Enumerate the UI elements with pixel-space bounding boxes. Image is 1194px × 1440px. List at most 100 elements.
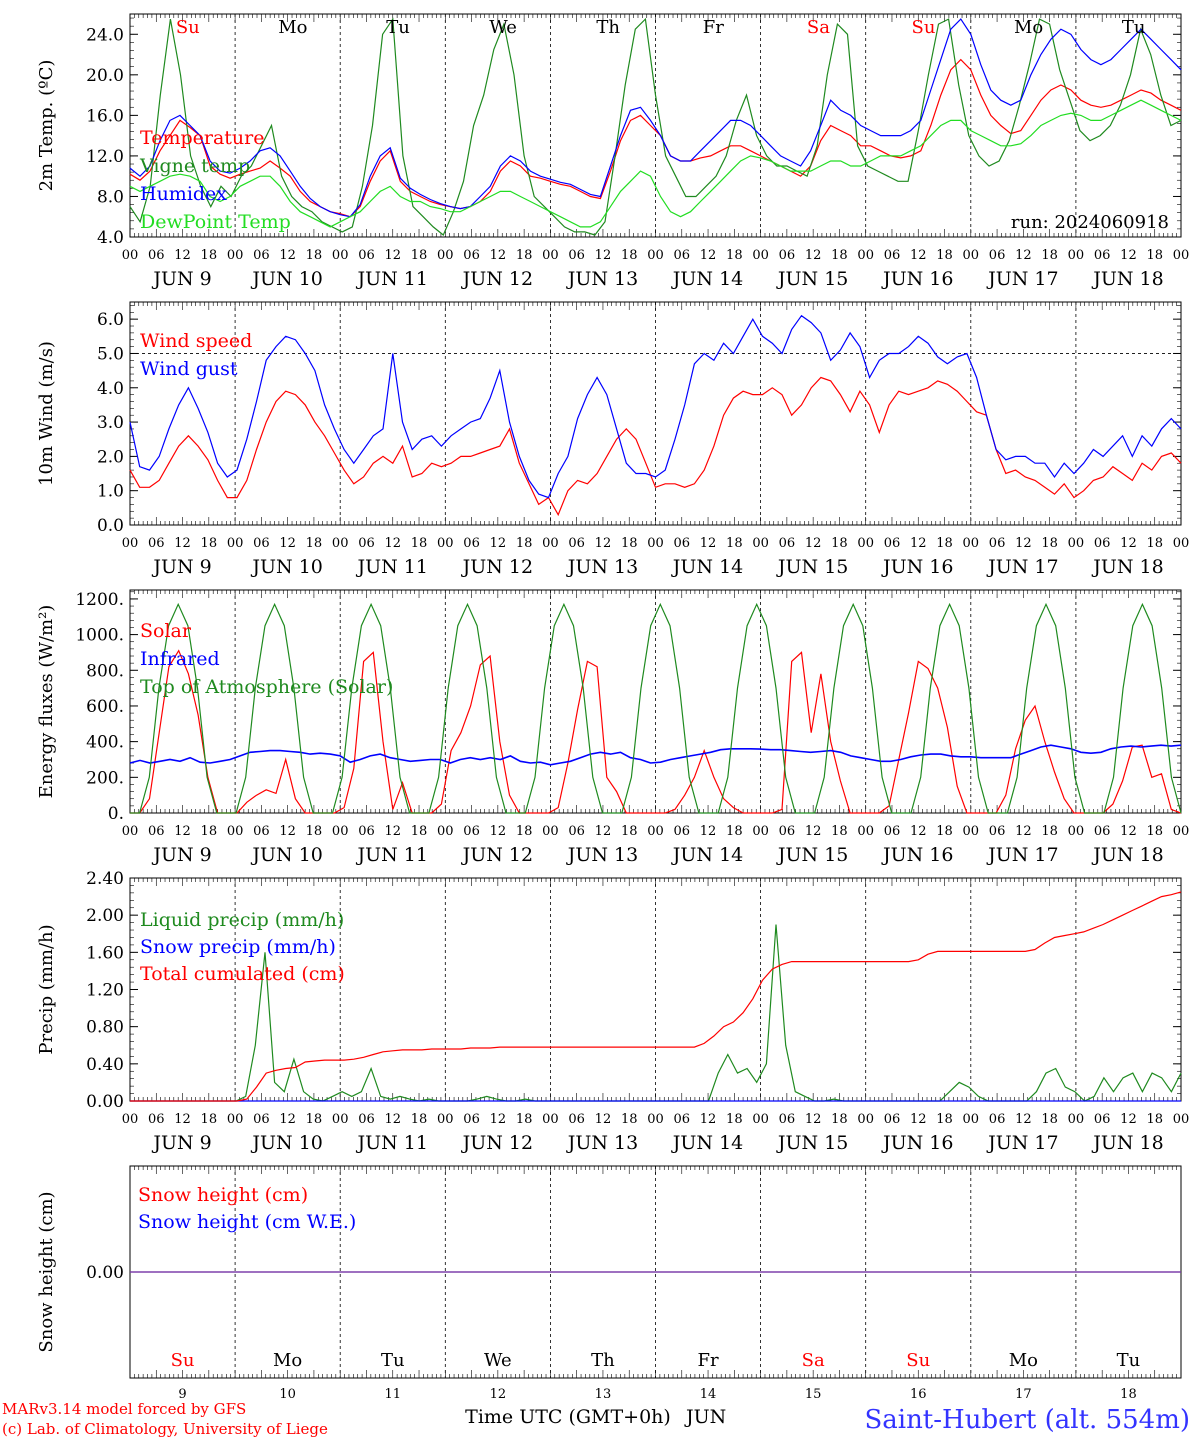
hour-label: 06	[148, 1112, 165, 1127]
hour-label: 18	[1041, 824, 1058, 839]
panel-1: 4.0 8.0 12.0 16.0 20.0 24.0 2m Temp. (ºC) Tempe…	[36, 13, 1189, 290]
y-tick-label: 1000.	[75, 626, 124, 646]
legend-entry: Wind speed	[140, 330, 252, 352]
hour-label: 18	[411, 824, 428, 839]
hour-label: 06	[989, 248, 1006, 263]
hour-label: 18	[306, 536, 323, 551]
panel-3: 0. 200. 400. 600. 800. 1000. 1200. Energy fluxe…	[36, 589, 1189, 866]
hour-label: 12	[1120, 1112, 1137, 1127]
series-line-red	[130, 891, 1182, 1102]
hour-label: 06	[1094, 824, 1111, 839]
hour-label: 06	[568, 536, 585, 551]
hour-label: 06	[779, 248, 796, 263]
weekday-label: Tu	[1117, 1350, 1141, 1371]
hour-label: 12	[174, 824, 191, 839]
day-label: JUN 17	[986, 556, 1058, 578]
hour-label: 12	[700, 536, 717, 551]
hour-label: 00	[752, 824, 769, 839]
series-line-lightgreen	[129, 99, 1182, 228]
hour-label: 00	[122, 536, 139, 551]
hour-label: 06	[884, 824, 901, 839]
hour-label: 18	[936, 824, 953, 839]
panel-5: 0.00 Snow height (cm) Snow height (cm) Snow…	[36, 1165, 1182, 1402]
day-label: JUN 9	[151, 1132, 211, 1154]
hour-label: 12	[490, 824, 507, 839]
y-tick-label: 800.	[86, 661, 124, 681]
hour-label: 06	[463, 536, 480, 551]
weekday-label: Mo	[278, 17, 307, 38]
y-tick-label: 1.0	[97, 482, 124, 502]
hour-label: 00	[857, 824, 874, 839]
hour-label: 12	[174, 248, 191, 263]
hour-label: 00	[332, 1112, 349, 1127]
day-label: JUN 16	[881, 268, 953, 290]
hour-label: 12	[805, 536, 822, 551]
hour-label: 06	[253, 536, 270, 551]
day-label: JUN 13	[566, 268, 638, 290]
y-tick-label: 1.60	[86, 943, 124, 963]
hour-label: 00	[752, 536, 769, 551]
hour-label: 00	[122, 824, 139, 839]
hour-label: 00	[122, 1112, 139, 1127]
legend-entry: Humidex	[140, 183, 227, 205]
day-label: JUN 9	[151, 556, 211, 578]
hour-label: 12	[700, 1112, 717, 1127]
hour-label: 18	[516, 1112, 533, 1127]
day-number-label: 12	[490, 1387, 507, 1402]
footer-month: JUN	[684, 1406, 726, 1428]
hour-label: 00	[542, 824, 559, 839]
hour-label: 12	[279, 536, 296, 551]
day-number-label: 17	[1015, 1387, 1032, 1402]
weekday-label: Su	[176, 17, 200, 38]
y-tick-label: 600.	[86, 697, 124, 717]
weekday-label: Fr	[703, 17, 724, 38]
series-line-red	[130, 649, 1182, 814]
hour-label: 06	[148, 248, 165, 263]
legend-entry: Temperature	[140, 127, 264, 149]
series-line-green	[130, 602, 1182, 814]
hour-label: 12	[910, 1112, 927, 1127]
weekday-label: Th	[596, 17, 620, 38]
hour-label: 00	[437, 248, 454, 263]
hour-label: 18	[201, 824, 218, 839]
y-tick-label: 4.0	[97, 379, 124, 399]
hour-label: 00	[437, 824, 454, 839]
hour-label: 18	[306, 1112, 323, 1127]
weekday-label: Mo	[1014, 17, 1043, 38]
hour-label: 00	[752, 248, 769, 263]
y-tick-label: 12.0	[86, 147, 124, 167]
hour-label: 06	[358, 1112, 375, 1127]
hour-label: 06	[779, 1112, 796, 1127]
hour-label: 06	[253, 248, 270, 263]
series-line-blue	[129, 744, 1182, 766]
hour-label: 18	[1146, 248, 1163, 263]
hour-label: 18	[1041, 248, 1058, 263]
day-number-label: 11	[384, 1387, 401, 1402]
y-axis-label: Energy fluxes (W/m²)	[36, 605, 57, 799]
hour-label: 12	[490, 536, 507, 551]
hour-label: 06	[148, 536, 165, 551]
day-label: JUN 12	[461, 844, 533, 866]
hour-label: 00	[647, 1112, 664, 1127]
hour-label: 06	[779, 824, 796, 839]
hour-label: 12	[384, 824, 401, 839]
hour-label: 12	[805, 824, 822, 839]
day-label: JUN 12	[461, 268, 533, 290]
hour-label: 06	[674, 824, 691, 839]
hour-label: 06	[884, 248, 901, 263]
y-tick-label: 24.0	[86, 25, 124, 45]
y-tick-label: 200.	[86, 768, 124, 788]
hour-label: 12	[805, 1112, 822, 1127]
hour-label: 12	[1120, 248, 1137, 263]
y-tick-label: 0.	[108, 804, 124, 824]
weekday-label: Su	[906, 1350, 930, 1371]
day-number-label: 18	[1120, 1387, 1137, 1402]
y-tick-label: 0.40	[86, 1055, 124, 1075]
day-label: JUN 11	[356, 844, 428, 866]
run-annotation: run: 2024060918	[1011, 212, 1169, 233]
hour-label: 00	[963, 1112, 980, 1127]
hour-label: 18	[516, 824, 533, 839]
hour-label: 12	[279, 248, 296, 263]
footer-credit-2: (c) Lab. of Climatology, University of L…	[2, 1420, 328, 1438]
